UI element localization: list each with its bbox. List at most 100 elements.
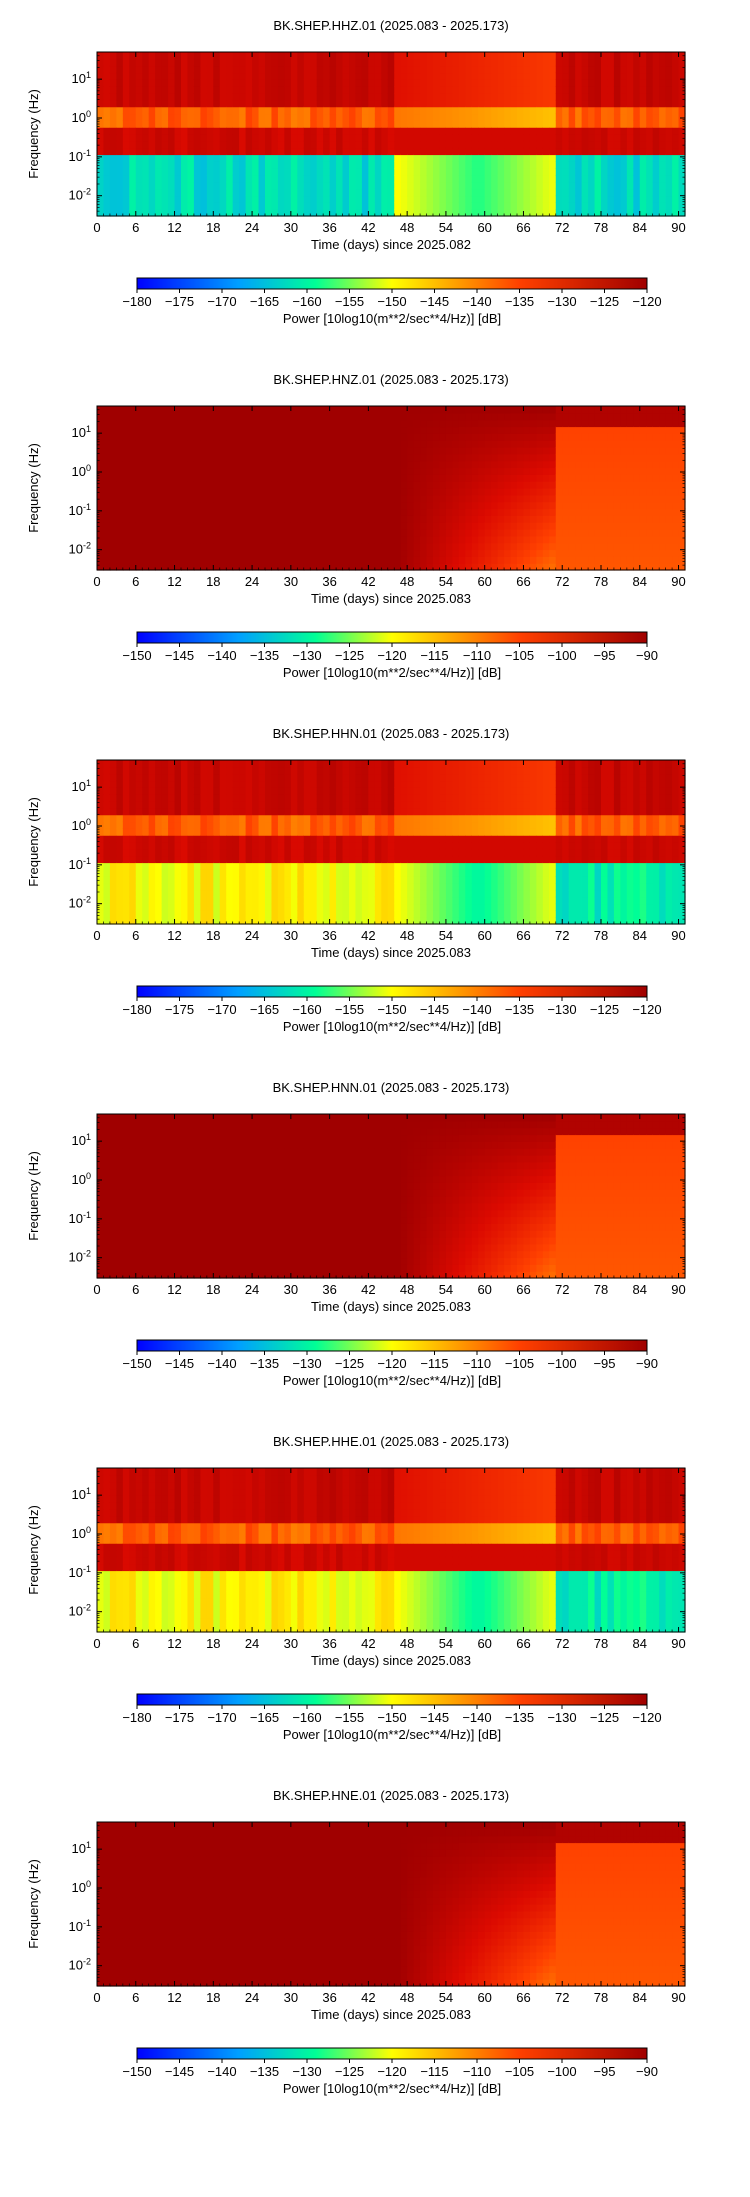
heatmap-cell [187,535,195,544]
heatmap-cell [97,181,105,190]
colorbar-tick-label: −120 [377,648,406,663]
heatmap-cell [665,209,673,217]
heatmap-cell [549,529,557,537]
heatmap-cell [303,52,311,60]
heatmap-cell [252,440,260,448]
heatmap-cell [258,501,266,510]
heatmap-cell [129,760,137,768]
heatmap-cell [284,460,292,469]
heatmap-cell [458,508,466,516]
heatmap-cell [148,542,156,551]
heatmap-cell [458,556,466,564]
heatmap-cell [265,419,273,428]
heatmap-cell [601,188,609,197]
heatmap-cell [420,440,428,448]
heatmap-cell [226,113,234,121]
heatmap-cell [433,188,441,197]
heatmap-cell [181,433,189,441]
heatmap-cell [394,202,402,210]
heatmap-cell [361,188,369,197]
heatmap-cell [523,488,531,496]
heatmap-cell [433,195,441,203]
heatmap-cell [678,563,686,571]
heatmap-cell [277,188,285,197]
heatmap-cell [252,508,260,516]
heatmap-cell [594,93,602,101]
heatmap-cell [303,93,311,101]
heatmap-cell [620,488,628,496]
heatmap-cell [168,188,176,197]
heatmap-cell [562,412,570,421]
heatmap-cell [458,522,466,530]
heatmap-cell [620,113,628,121]
heatmap-cell [381,419,389,428]
heatmap-cell [407,433,415,441]
heatmap-cell [245,501,253,510]
heatmap-cell [652,86,660,94]
heatmap-cell [465,161,473,169]
heatmap-cell [504,440,512,448]
heatmap-cell [497,440,505,448]
heatmap-cell [652,52,660,60]
heatmap-cell [135,412,143,421]
heatmap-cell [271,79,279,87]
heatmap-cell [297,86,305,94]
heatmap-cell [277,72,285,80]
heatmap-cell [109,406,117,414]
heatmap-cell [581,494,589,503]
heatmap-cell [97,889,105,898]
heatmap-cell [394,79,402,87]
heatmap-cell [517,161,525,169]
heatmap-cell [458,412,466,421]
heatmap-cell [497,52,505,60]
heatmap-cell [652,447,660,455]
heatmap-cell [355,52,363,60]
heatmap-cell [555,515,563,523]
heatmap-cell [316,134,324,142]
heatmap-cell [400,72,408,80]
heatmap-cell [439,460,447,469]
heatmap-cell [594,168,602,176]
heatmap-cell [413,134,421,142]
heatmap-cell [413,481,421,489]
heatmap-cell [413,447,421,455]
heatmap-cell [639,549,647,557]
heatmap-cell [155,99,163,108]
heatmap-cell [329,140,337,149]
heatmap-cell [510,440,518,448]
heatmap-cell [122,188,130,197]
heatmap-cell [142,406,150,414]
heatmap-cell [588,134,596,142]
heatmap-cell [613,72,621,80]
heatmap-cell [323,535,331,544]
heatmap-cell [646,447,654,455]
heatmap-cell [613,419,621,428]
heatmap-cell [601,106,609,115]
heatmap-cell [510,542,518,551]
heatmap-cell [601,460,609,469]
spectrogram-panel: BK.SHEP.HHZ.01 (2025.083 - 2025.173)0 6 12… [26,18,686,326]
heatmap-cell [613,453,621,462]
heatmap-cell [497,563,505,571]
heatmap-cell [342,460,350,469]
heatmap-cell [381,175,389,183]
heatmap-cell [426,453,434,462]
heatmap-cell [232,515,240,523]
heatmap-cell [387,209,395,217]
heatmap-cell [232,453,240,462]
heatmap-cell [413,168,421,176]
heatmap-cell [323,106,331,115]
heatmap-cell [381,447,389,455]
heatmap-cell [452,433,460,441]
heatmap-cell [109,72,117,80]
heatmap-cell [193,508,201,516]
heatmap-cell [168,447,176,455]
heatmap-cell [497,120,505,128]
heatmap-cell [394,529,402,537]
heatmap-cell [135,522,143,530]
heatmap-cell [174,494,182,503]
heatmap-cell [187,181,195,190]
heatmap-cell [336,99,344,108]
heatmap-cell [161,86,169,94]
heatmap-cell [439,58,447,67]
